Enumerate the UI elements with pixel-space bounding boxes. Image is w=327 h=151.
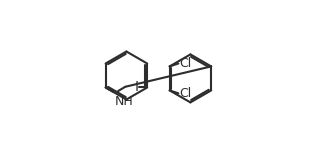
Text: I: I (134, 80, 138, 95)
Text: NH: NH (114, 95, 133, 108)
Text: Cl: Cl (179, 57, 191, 70)
Text: Cl: Cl (179, 87, 191, 100)
